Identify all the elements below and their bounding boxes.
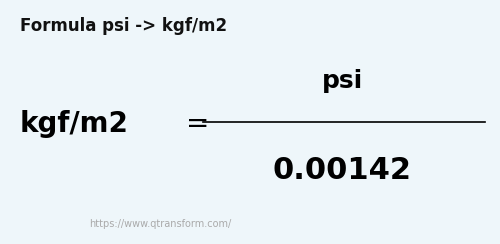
Text: https://www.qtransform.com/: https://www.qtransform.com/ <box>89 219 231 229</box>
Text: 0.00142: 0.00142 <box>273 156 412 185</box>
Text: Formula psi -> kgf/m2: Formula psi -> kgf/m2 <box>20 17 227 35</box>
Text: kgf/m2: kgf/m2 <box>20 111 129 138</box>
Text: psi: psi <box>322 69 363 92</box>
Text: =: = <box>186 111 209 138</box>
